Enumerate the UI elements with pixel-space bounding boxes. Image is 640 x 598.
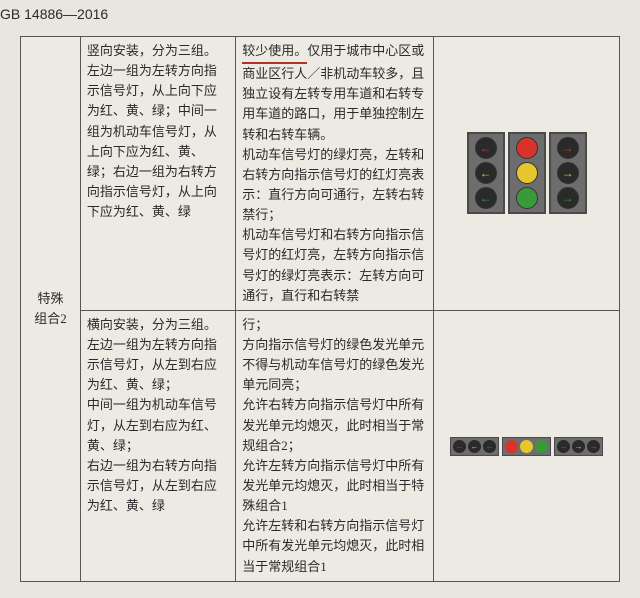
vertical-lights-figure: ← ← ← → → → [467,132,587,214]
highlighted-text: 较少使用。 [242,41,307,64]
row-label-line2: 组合2 [27,309,74,329]
spec-table: 特殊 组合2 竖向安装，分为三组。左边一组为左转方向指示信号灯，从上向下应为红、… [20,36,620,582]
gb-code: GB 14886—2016 [0,6,108,22]
right-arrow-icon: → [575,443,583,451]
h-lens [505,440,518,453]
center-yellow-lens [516,162,538,184]
h-center-housing [502,437,551,456]
right-arrow-icon: → [560,443,568,451]
cell-r1-desc: 竖向安装，分为三组。左边一组为左转方向指示信号灯，从上向下应为红、黄、绿；中间一… [80,37,235,311]
row-label-line1: 特殊 [27,289,74,309]
h-left-housing: ← ← ← [450,437,499,456]
horizontal-row: ← ← ← → → → [450,437,603,456]
left-arrow-icon: ← [480,167,492,179]
center-housing [508,132,546,214]
center-red-lens [516,137,538,159]
right-arrow-icon: → [562,167,574,179]
right-arrow-housing: → → → [549,132,587,214]
left-arrow-housing: ← ← ← [467,132,505,214]
cell-r2-usage: 行； 方向指示信号灯的绿色发光单元不得与机动车信号灯的绿色发光单元同亮； 允许右… [236,310,434,581]
h-lens: → [587,440,600,453]
cell-r2-figure: ← ← ← → → → [434,310,620,581]
right-arrow-icon: → [562,142,574,154]
left-yellow-lens: ← [475,162,497,184]
horizontal-lights-figure: ← ← ← → → → [450,437,603,456]
h-lens: → [572,440,585,453]
h-right-housing: → → → [554,437,603,456]
table-row: 横向安装，分为三组。左边一组为左转方向指示信号灯，从左到右应为红、黄、绿； 中间… [21,310,620,581]
left-arrow-icon: ← [486,443,494,451]
table-row: 特殊 组合2 竖向安装，分为三组。左边一组为左转方向指示信号灯，从上向下应为红、… [21,37,620,311]
center-green-lens [516,187,538,209]
left-arrow-icon: ← [471,443,479,451]
h-lens [520,440,533,453]
h-lens [535,440,548,453]
h-lens: ← [468,440,481,453]
right-yellow-lens: → [557,162,579,184]
right-green-lens: → [557,187,579,209]
cell-r2-desc: 横向安装，分为三组。左边一组为左转方向指示信号灯，从左到右应为红、黄、绿； 中间… [80,310,235,581]
right-arrow-icon: → [562,192,574,204]
cell-r1-usage: 较少使用。仅用于城市中心区或商业区行人／非机动车较多，且独立设有左转专用车道和右… [236,37,434,311]
cell-r1-figure: ← ← ← → → → [434,37,620,311]
h-lens: → [557,440,570,453]
left-arrow-icon: ← [480,192,492,204]
left-red-lens: ← [475,137,497,159]
right-arrow-icon: → [590,443,598,451]
h-lens: ← [453,440,466,453]
h-lens: ← [483,440,496,453]
right-red-lens: → [557,137,579,159]
left-green-lens: ← [475,187,497,209]
left-arrow-icon: ← [480,142,492,154]
row-label-cell: 特殊 组合2 [21,37,81,582]
left-arrow-icon: ← [456,443,464,451]
usage-text: 仅用于城市中心区或商业区行人／非机动车较多，且独立设有左转专用车道和右转专用车道… [242,43,424,303]
